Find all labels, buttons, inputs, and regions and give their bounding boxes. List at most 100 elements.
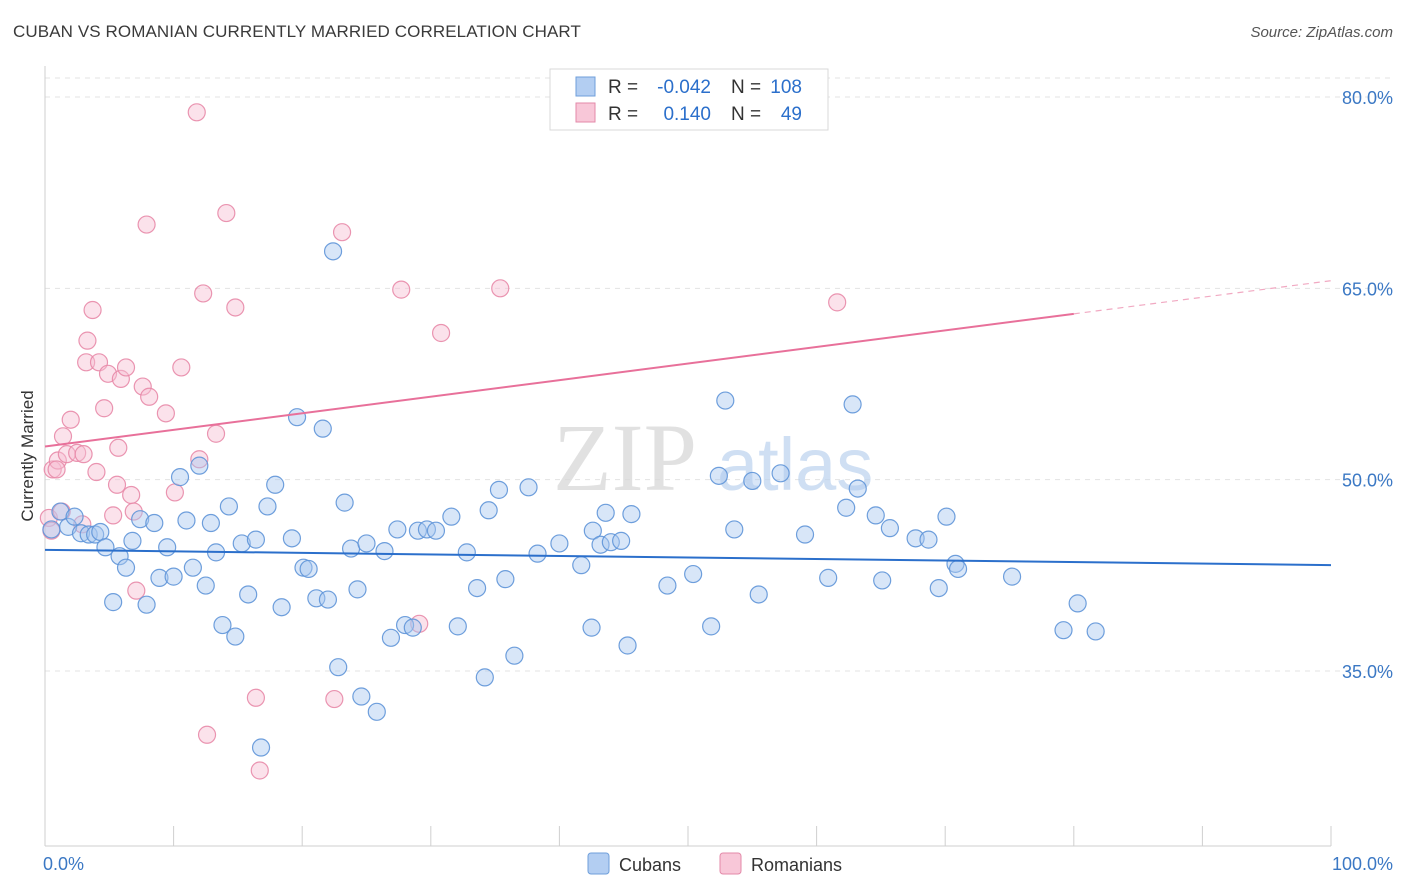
- cuban-point: [946, 554, 965, 573]
- cuban-point: [837, 498, 856, 517]
- cuban-point: [213, 615, 232, 635]
- cuban-point: [403, 618, 422, 637]
- cuban-point: [496, 570, 515, 589]
- cuban-point: [919, 530, 938, 549]
- romanian-point: [116, 358, 136, 377]
- cuban-point: [190, 456, 209, 475]
- cuban-point: [258, 497, 277, 516]
- romanian-point: [53, 427, 73, 446]
- y-tick-label: 65.0%: [1342, 279, 1393, 299]
- legend-swatch-romanians: [575, 102, 596, 123]
- cuban-point: [582, 618, 601, 637]
- y-tick-label: 35.0%: [1342, 662, 1393, 682]
- cuban-point: [91, 522, 110, 542]
- cuban-point: [150, 568, 169, 587]
- cuban-point: [170, 468, 190, 487]
- cuban-point: [164, 567, 183, 586]
- romanian-point: [107, 475, 127, 494]
- cuban-point: [282, 529, 302, 548]
- cuban-point: [86, 525, 105, 544]
- cuban-point: [177, 511, 196, 530]
- cuban-point: [137, 595, 156, 614]
- cuban-point: [528, 544, 547, 563]
- cuban-point: [906, 529, 925, 548]
- bottom-legend-swatch-romanians: [719, 852, 742, 875]
- romanian-point: [87, 462, 106, 482]
- cuban-point: [287, 408, 307, 427]
- cuban-point: [329, 658, 348, 677]
- cuban-point: [51, 502, 70, 521]
- cuban-point: [475, 668, 494, 687]
- cuban-point: [873, 571, 892, 590]
- romanian-point: [77, 353, 96, 372]
- romanian-point: [68, 443, 87, 462]
- romanian-point: [140, 387, 159, 406]
- cuban-point: [709, 466, 728, 485]
- cuban-point: [226, 627, 245, 646]
- source-label: Source: ZipAtlas.com: [1250, 24, 1393, 41]
- romanian-point: [250, 761, 269, 780]
- bottom-legend-label-romanians: Romanians: [751, 855, 842, 875]
- cuban-point: [749, 585, 768, 604]
- cuban-point: [272, 598, 291, 617]
- cuban-point: [352, 687, 371, 706]
- cuban-point: [702, 617, 721, 636]
- cuban-point: [1002, 567, 1022, 586]
- romanian-point: [133, 377, 152, 396]
- romanian-point: [109, 438, 128, 457]
- cuban-point: [357, 534, 376, 553]
- legend-n-value-cubans: 108: [770, 77, 802, 98]
- romanian-point: [127, 581, 146, 600]
- cuban-point: [79, 525, 98, 544]
- romanian-point: [122, 485, 141, 505]
- cuban-point: [1054, 621, 1073, 640]
- romanian-point: [325, 689, 344, 709]
- bottom-legend-swatch-cubans: [587, 852, 610, 875]
- legend-n-label-romanians: N =: [731, 104, 761, 125]
- legend-r-label-cubans: R =: [608, 77, 638, 98]
- legend-swatch-cubans: [575, 76, 596, 97]
- tick-labels: 35.0% 50.0% 65.0% 80.0% 0.0% 100.0%: [43, 88, 1393, 874]
- series-cubans: [42, 242, 1105, 757]
- cuban-point: [219, 497, 238, 516]
- cuban-point: [684, 564, 703, 584]
- cuban-point: [929, 578, 948, 598]
- romanian-point: [226, 298, 245, 317]
- cuban-point: [71, 524, 91, 543]
- cuban-point: [479, 501, 498, 520]
- axes: [44, 66, 1332, 847]
- romanians-trend-line: [44, 312, 1074, 448]
- cuban-point: [367, 702, 386, 721]
- cuban-point: [239, 585, 258, 604]
- watermark-zip: ZIP: [553, 404, 697, 511]
- cuban-point: [42, 520, 61, 539]
- cuban-point: [1086, 622, 1105, 641]
- cuban-point: [318, 590, 338, 609]
- cuban-point: [116, 558, 136, 577]
- cuban-point: [1068, 594, 1087, 613]
- cuban-point: [196, 576, 215, 595]
- cuban-point: [725, 520, 744, 539]
- cuban-point: [489, 480, 509, 499]
- chart-title: CUBAN VS ROMANIAN CURRENTLY MARRIED CORR…: [13, 22, 581, 41]
- romanian-point: [217, 203, 236, 223]
- cubans-trend-line: [44, 548, 1332, 567]
- cuban-point: [848, 479, 867, 498]
- cuban-point: [145, 513, 164, 533]
- romanian-point: [137, 215, 156, 234]
- romanian-point: [111, 369, 130, 388]
- cuban-point: [505, 646, 524, 665]
- romanian-point: [431, 323, 451, 343]
- cuban-point: [313, 419, 332, 438]
- cuban-point: [104, 593, 123, 612]
- cuban-point: [131, 510, 150, 529]
- cuban-point: [457, 543, 476, 562]
- legend: R = -0.042 N = 108 R = 0.140 N = 49: [549, 68, 829, 131]
- cuban-point: [572, 556, 591, 575]
- cuban-point: [388, 520, 407, 539]
- romanian-point: [332, 223, 352, 242]
- series-romanians: [39, 103, 847, 780]
- romanian-point: [828, 293, 847, 312]
- cuban-point: [183, 558, 202, 577]
